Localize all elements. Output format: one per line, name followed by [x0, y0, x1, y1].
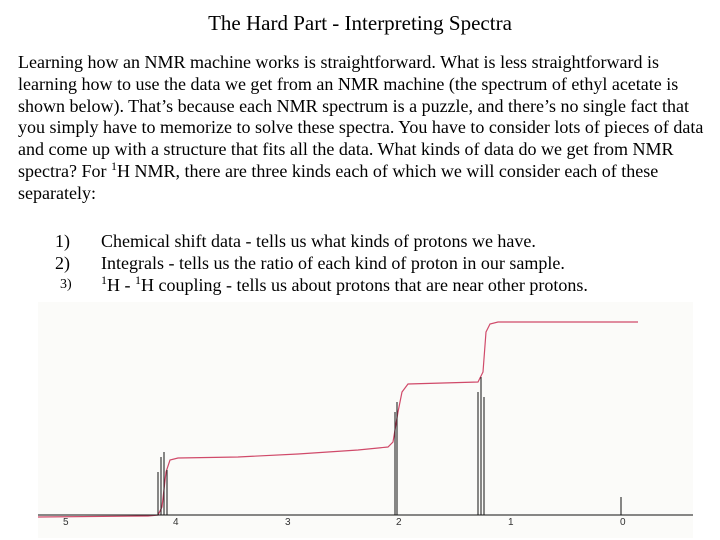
paragraph-text: Learning how an NMR machine works is str…: [18, 52, 704, 181]
list-text: Chemical shift data - tells us what kind…: [101, 231, 536, 251]
paragraph-text-end: H NMR, there are three kinds each of whi…: [18, 160, 659, 203]
list-item: 3) 1H - 1H coupling - tells us about pro…: [40, 274, 710, 296]
nmr-spectrum-svg: 5 4 3 2 1 0: [38, 321, 693, 528]
integral-curve: [38, 321, 638, 518]
page-title: The Hard Part - Interpreting Spectra: [208, 11, 512, 35]
intro-paragraph: Learning how an NMR machine works is str…: [18, 52, 708, 205]
list-number: 3): [60, 277, 72, 292]
data-kinds-list: 1) Chemical shift data - tells us what k…: [40, 230, 710, 296]
triplet-peaks: [477, 377, 485, 515]
superscript-1: 1: [135, 273, 141, 287]
superscript-1: 1: [101, 273, 107, 287]
axis-tick-label: 4: [173, 517, 179, 528]
superscript-1: 1: [110, 158, 117, 173]
axis-tick-label: 3: [285, 517, 291, 528]
list-number: 1): [55, 231, 70, 251]
list-text-part: H -: [107, 275, 135, 295]
list-item: 1) Chemical shift data - tells us what k…: [40, 230, 710, 252]
list-text: 1H - 1H coupling - tells us about proton…: [101, 274, 588, 296]
list-text: Integrals - tells us the ratio of each k…: [101, 253, 565, 273]
quartet-peaks: [157, 452, 168, 515]
nmr-spectrum-image: 5 4 3 2 1 0: [38, 302, 693, 538]
axis-tick-label: 5: [63, 517, 69, 528]
axis-tick-label: 1: [508, 517, 514, 528]
list-text-part: H coupling - tells us about protons that…: [141, 275, 588, 295]
singlet-peak: [394, 402, 398, 515]
list-item: 2) Integrals - tells us the ratio of eac…: [40, 252, 710, 274]
axis-tick-label: 2: [396, 517, 402, 528]
list-number: 2): [55, 253, 70, 273]
axis-tick-label: 0: [620, 517, 626, 528]
